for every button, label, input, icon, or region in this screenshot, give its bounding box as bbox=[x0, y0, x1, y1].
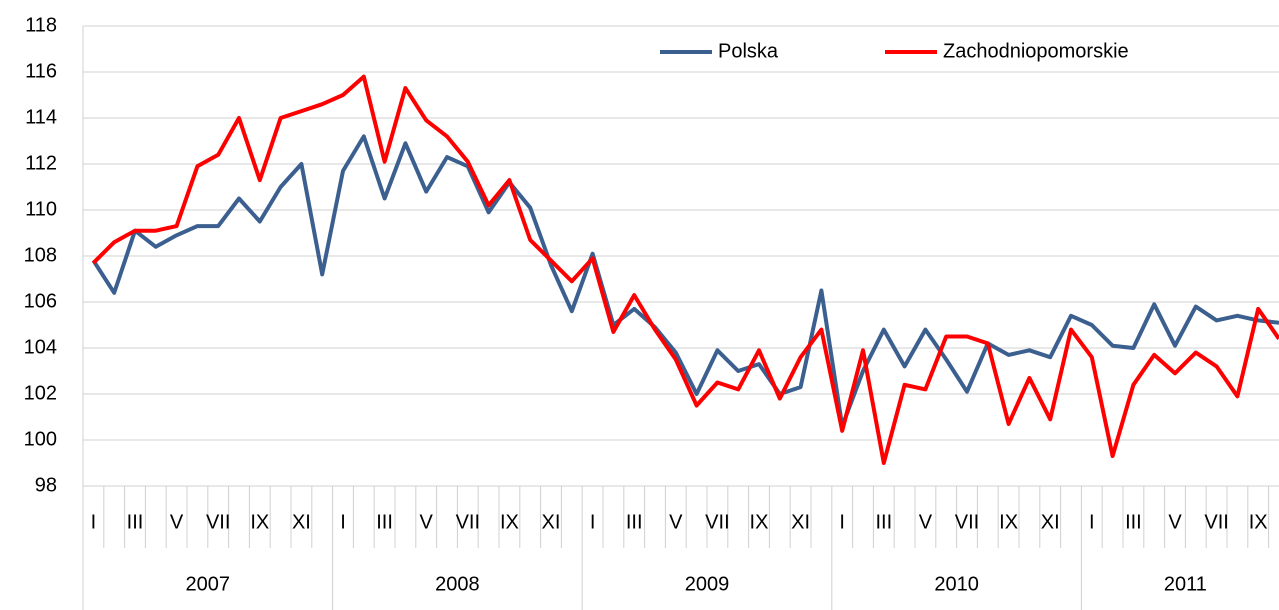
legend-label: Zachodniopomorskie bbox=[943, 40, 1129, 62]
series-line bbox=[91, 134, 1279, 429]
y-tick-label: 112 bbox=[25, 152, 57, 174]
year-label: 2007 bbox=[186, 573, 231, 595]
x-tick-label: IX bbox=[250, 511, 269, 533]
x-tick-label: I bbox=[1089, 511, 1095, 533]
year-label: 2009 bbox=[685, 573, 730, 595]
x-tick-label: III bbox=[376, 511, 393, 533]
year-label: 2011 bbox=[1164, 573, 1207, 595]
x-tick-label: V bbox=[919, 511, 933, 533]
x-tick-label: III bbox=[626, 511, 643, 533]
y-tick-label: 108 bbox=[24, 244, 57, 266]
x-tick-label: V bbox=[1168, 511, 1182, 533]
x-tick-label: I bbox=[91, 511, 97, 533]
legend-label: Polska bbox=[718, 40, 779, 62]
x-tick-label: VII bbox=[206, 511, 230, 533]
y-tick-label: 118 bbox=[25, 14, 57, 36]
series-line bbox=[91, 74, 1279, 465]
y-tick-label: 110 bbox=[25, 198, 57, 220]
x-tick-label: XI bbox=[292, 511, 311, 533]
x-tick-label: VII bbox=[1204, 511, 1228, 533]
x-tick-label: VII bbox=[456, 511, 480, 533]
x-tick-label: I bbox=[340, 511, 346, 533]
x-tick-label: V bbox=[170, 511, 184, 533]
year-label: 2010 bbox=[934, 573, 979, 595]
x-tick-label: XI bbox=[542, 511, 561, 533]
y-tick-label: 106 bbox=[24, 290, 57, 312]
year-label: 2008 bbox=[435, 573, 480, 595]
x-tick-label: IX bbox=[500, 511, 519, 533]
y-tick-label: 116 bbox=[25, 60, 57, 82]
x-tick-label: I bbox=[839, 511, 845, 533]
x-tick-label: IX bbox=[1249, 511, 1268, 533]
x-tick-label: V bbox=[420, 511, 434, 533]
x-tick-label: IX bbox=[999, 511, 1018, 533]
x-tick-label: III bbox=[875, 511, 892, 533]
y-tick-label: 100 bbox=[24, 428, 57, 450]
x-tick-label: XI bbox=[1041, 511, 1060, 533]
y-tick-label: 102 bbox=[24, 382, 57, 404]
x-tick-label: III bbox=[1125, 511, 1142, 533]
x-tick-label: VII bbox=[955, 511, 979, 533]
y-tick-label: 98 bbox=[35, 474, 57, 496]
x-tick-label: V bbox=[669, 511, 683, 533]
x-tick-label: I bbox=[590, 511, 596, 533]
x-tick-label: VII bbox=[705, 511, 729, 533]
y-tick-label: 104 bbox=[24, 336, 57, 358]
x-tick-label: III bbox=[127, 511, 144, 533]
x-tick-label: IX bbox=[750, 511, 769, 533]
y-tick-label: 114 bbox=[25, 106, 57, 128]
x-tick-label: XI bbox=[791, 511, 810, 533]
